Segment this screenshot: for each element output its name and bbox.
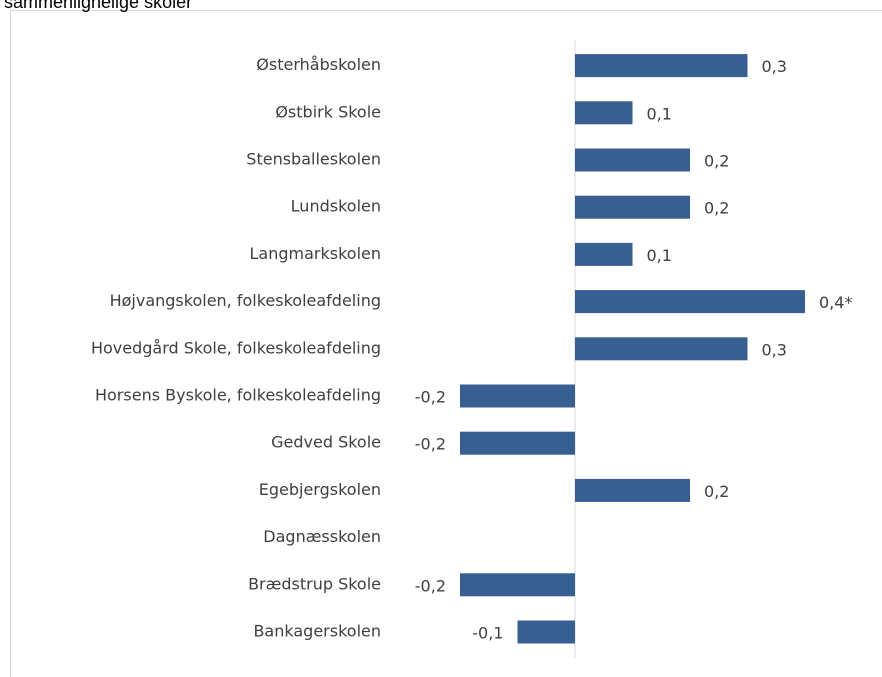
category-label: Østerhåbskolen	[256, 55, 381, 74]
bar	[575, 101, 633, 125]
category-label: Hovedgård Skole, folkeskoleafdeling	[91, 338, 381, 357]
bar	[517, 620, 575, 644]
bar	[460, 431, 575, 455]
category-label: Østbirk Skole	[275, 102, 381, 121]
data-label: -0,2	[415, 435, 446, 454]
data-label: -0,1	[472, 624, 503, 643]
bar	[575, 54, 748, 78]
bar	[575, 290, 805, 314]
data-label: 0,1	[647, 104, 672, 123]
bar	[460, 573, 575, 597]
category-label: Egebjergskolen	[259, 480, 381, 499]
data-label: 0,2	[704, 482, 729, 501]
category-label: Højvangskolen, folkeskoleafdeling	[110, 291, 381, 310]
bar	[575, 478, 690, 502]
category-label: Brædstrup Skole	[248, 574, 381, 593]
data-label: 0,3	[762, 340, 787, 359]
bar	[575, 195, 690, 219]
category-label: Horsens Byskole, folkeskoleafdeling	[95, 386, 381, 405]
data-label: 0,2	[704, 152, 729, 171]
category-label: Dagnæsskolen	[263, 527, 381, 546]
data-label: 0,3	[762, 57, 787, 76]
category-label: Bankagerskolen	[253, 622, 381, 641]
data-label: -0,2	[415, 388, 446, 407]
chart-title: sammenlignelige skoler	[4, 0, 192, 12]
data-label: 0,2	[704, 199, 729, 218]
data-label: 0,4*	[819, 293, 852, 312]
data-label: -0,2	[415, 576, 446, 595]
category-label: Langmarkskolen	[250, 244, 382, 263]
category-label: Lundskolen	[291, 197, 381, 216]
data-label: 0,1	[647, 246, 672, 265]
bar	[460, 384, 575, 408]
bar	[575, 148, 690, 172]
bar	[575, 242, 633, 266]
category-label: Gedved Skole	[271, 433, 381, 452]
category-label: Stensballeskolen	[246, 150, 381, 169]
bar	[575, 337, 748, 361]
